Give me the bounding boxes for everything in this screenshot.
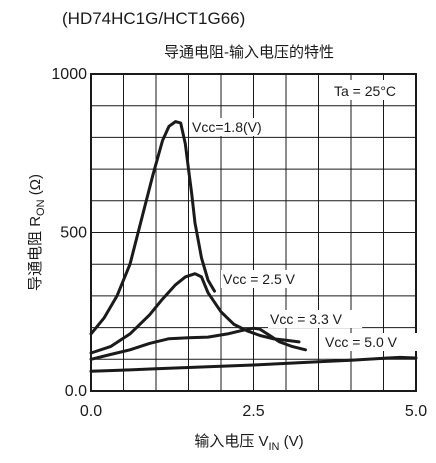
x-axis-label-unit: (V) — [280, 433, 304, 450]
axes-layer — [90, 73, 417, 392]
series-line-3 — [89, 326, 307, 361]
y-axis-label-main: 导通电阻 R — [27, 216, 44, 291]
grid-layer — [91, 74, 416, 391]
plot-frame — [90, 73, 417, 392]
series-label-background-1 — [190, 118, 276, 136]
x-tick-label: 2.5 — [242, 403, 264, 420]
series-label-3: Vcc = 3.3 V — [270, 311, 343, 327]
series-label-4: Vcc = 5.0 V — [325, 334, 398, 350]
x-axis-label-main: 输入电压 V — [194, 433, 268, 450]
x-axis-label: 输入电压 VIN (V) — [194, 433, 303, 453]
y-tick-label: 1000 — [51, 66, 87, 83]
series-label-background-3 — [268, 310, 363, 328]
series-label-background-4 — [323, 333, 418, 351]
y-tick-label: 0.0 — [65, 383, 87, 400]
series-label-1: Vcc=1.8(V) — [192, 119, 262, 135]
series-label-background-2 — [221, 270, 316, 288]
annotation-background — [327, 80, 413, 100]
y-axis-label: 导通电阻 RON (Ω) — [27, 174, 47, 291]
part-number-label: (HD74HC1G/HCT1G66) — [62, 9, 245, 28]
series-label-2: Vcc = 2.5 V — [223, 271, 296, 287]
series-layer — [89, 120, 418, 373]
annotation-temperature: Ta = 25°C — [334, 83, 396, 99]
y-axis-label-subscript: ON — [35, 199, 47, 216]
chart-title: 导通电阻-输入电压的特性 — [164, 44, 334, 61]
x-axis-label-subscript: IN — [269, 441, 280, 453]
series-line-1 — [89, 120, 216, 336]
y-tick-label: 500 — [60, 225, 87, 242]
series-line-2 — [89, 272, 301, 355]
x-tick-label: 0.0 — [80, 403, 102, 420]
y-axis-label-unit: (Ω) — [27, 174, 44, 199]
series-line-4 — [89, 355, 418, 373]
x-tick-label: 5.0 — [405, 403, 427, 420]
labels-layer: Vcc=1.8(V) Vcc = 2.5 V Vcc = 3.3 V Vcc = 5.… — [27, 66, 427, 453]
